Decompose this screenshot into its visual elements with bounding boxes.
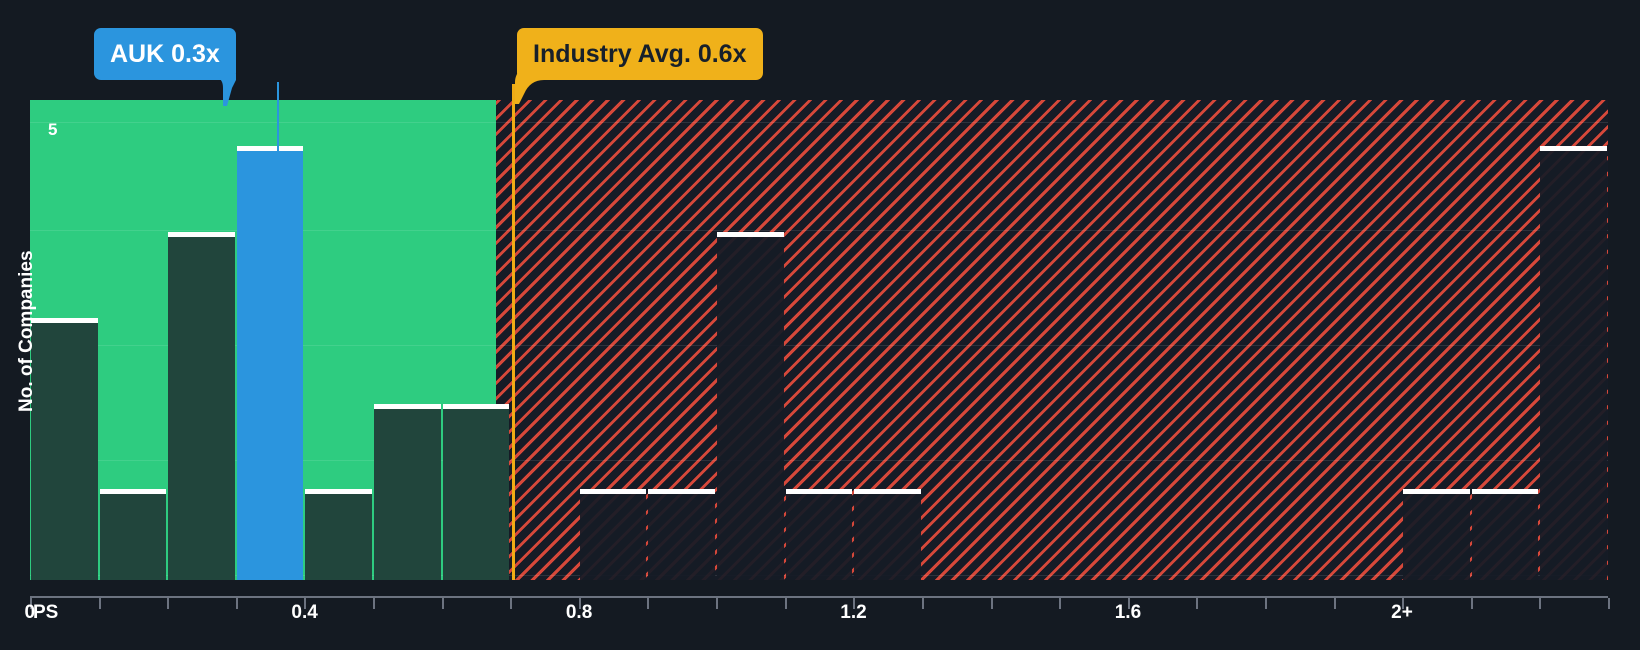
bar-cap	[579, 489, 647, 495]
bar[interactable]	[854, 489, 921, 580]
bar[interactable]	[717, 232, 784, 580]
plot-area: 5	[30, 100, 1608, 580]
bar-highlighted[interactable]	[236, 146, 304, 580]
bar-cap	[305, 489, 373, 495]
bar-cap	[1403, 489, 1470, 495]
x-axis-tick	[647, 598, 650, 609]
bar-fill	[236, 151, 304, 580]
x-axis-tick	[1059, 598, 1062, 609]
x-axis-tick	[1264, 598, 1267, 609]
x-axis-tick	[853, 598, 856, 609]
gridline-3	[30, 345, 1608, 346]
bar-cap	[648, 489, 716, 495]
bar-cap	[168, 232, 235, 238]
bar[interactable]	[579, 489, 647, 580]
x-axis-tick	[373, 598, 376, 609]
company-callout[interactable]: AUK 0.3x	[94, 28, 236, 80]
industry-callout-tail	[515, 74, 544, 104]
bar-fill	[374, 408, 441, 580]
x-axis-tick	[1470, 598, 1473, 609]
x-axis-tick	[167, 598, 170, 609]
bar-fill	[785, 494, 853, 580]
bar-cap	[854, 489, 921, 495]
company-callout-label: AUK 0.3x	[110, 39, 220, 68]
x-axis-tick-label: 0.8	[565, 602, 593, 623]
bar-cap	[236, 146, 304, 152]
x-axis-tick	[98, 598, 101, 609]
bar-cap	[717, 232, 784, 238]
x-axis-tick-label: 2+	[1391, 602, 1413, 623]
x-axis-tick	[1127, 598, 1130, 609]
x-axis-tick	[510, 598, 513, 609]
x-axis-tick-label: 1.6	[1114, 602, 1142, 623]
x-axis-tick	[921, 598, 924, 609]
gridline-5	[30, 122, 1608, 123]
bar[interactable]	[99, 489, 167, 580]
x-axis-tick-label: 0.4	[291, 602, 318, 623]
x-axis-tick	[784, 598, 787, 609]
bar-fill	[305, 494, 373, 580]
bar[interactable]	[168, 232, 235, 580]
bar-fill	[854, 494, 921, 580]
industry-callout-label: Industry Avg. 0.6x	[533, 39, 747, 68]
bar-cap	[1471, 489, 1539, 495]
bar-cap	[1540, 146, 1607, 152]
y-axis-title: No. of Companies	[16, 250, 37, 412]
bar[interactable]	[305, 489, 373, 580]
x-axis-tick	[578, 598, 581, 609]
y-tick-label-5: 5	[48, 120, 58, 139]
x-axis-tick	[1608, 598, 1610, 609]
x-axis-tick	[1539, 598, 1542, 609]
x-axis-tick	[30, 598, 32, 609]
bar[interactable]	[1403, 489, 1470, 580]
bar-cap	[785, 489, 853, 495]
x-axis-tick	[990, 598, 993, 609]
bar-cap	[99, 489, 167, 495]
x-axis-line	[30, 596, 1608, 598]
bar-cap	[31, 317, 98, 323]
x-axis-prefix-label: PS	[33, 602, 59, 623]
company-callout-tail	[212, 74, 236, 106]
bar[interactable]	[1471, 489, 1539, 580]
x-axis-tick	[441, 598, 444, 609]
x-axis-tick	[235, 598, 238, 609]
bar-fill	[579, 494, 647, 580]
bar-fill	[31, 322, 98, 580]
bar-cap	[442, 403, 510, 409]
bar-fill	[168, 237, 235, 580]
bar[interactable]	[31, 317, 98, 580]
bar-fill	[648, 494, 716, 580]
gridline-2	[30, 460, 1608, 461]
x-axis-tick	[1333, 598, 1336, 609]
bar-fill	[442, 408, 510, 580]
x-axis-tick	[304, 598, 307, 609]
bar[interactable]	[785, 489, 853, 580]
bar-fill	[717, 237, 784, 580]
gridline-4	[30, 230, 1608, 231]
bar-fill	[1540, 151, 1607, 580]
bar-cap	[374, 403, 441, 409]
bar-fill	[1403, 494, 1470, 580]
bar-fill	[99, 494, 167, 580]
x-axis-tick	[1402, 598, 1405, 609]
x-axis-tick	[716, 598, 719, 609]
industry-callout[interactable]: Industry Avg. 0.6x	[517, 28, 763, 80]
bar[interactable]	[1540, 146, 1607, 580]
bar[interactable]	[442, 403, 510, 580]
company-marker-line	[276, 82, 279, 580]
bar[interactable]	[374, 403, 441, 580]
x-axis-tick-label: 1.2	[840, 602, 867, 623]
bar-fill	[1471, 494, 1539, 580]
industry-marker-line	[512, 84, 515, 580]
x-axis-tick	[1196, 598, 1199, 609]
bar[interactable]	[648, 489, 716, 580]
x-axis-tick-label: 0	[24, 602, 36, 623]
